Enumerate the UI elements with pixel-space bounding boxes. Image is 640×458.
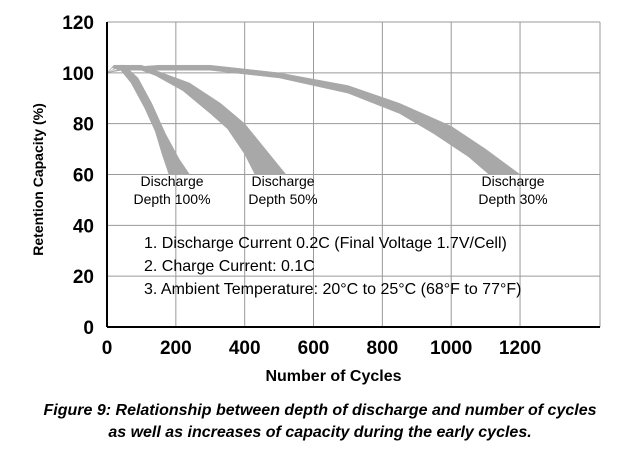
series-band-1 <box>106 64 191 175</box>
series-label-2-line-2: Depth 50% <box>248 191 317 207</box>
x-tick-label: 800 <box>367 338 399 359</box>
series-label-3-line-1: Discharge <box>481 173 544 189</box>
chart-note-1: 1. Discharge Current 0.2C (Final Voltage… <box>144 235 507 252</box>
series-label-1-line-1: Discharge <box>140 173 203 189</box>
series-band-2 <box>106 64 287 175</box>
series-label-1-line-2: Depth 100% <box>133 191 210 207</box>
x-axis-label: Number of Cycles <box>265 368 401 385</box>
figure-caption-line-2: as well as increases of capacity during … <box>108 424 532 441</box>
x-tick-label: 0 <box>102 338 113 359</box>
y-axis-label: Retention Capacity (%) <box>30 103 46 255</box>
series-label-3-line-2: Depth 30% <box>478 191 547 207</box>
figure-caption-line-1: Figure 9: Relationship between depth of … <box>43 402 597 419</box>
x-tick-label: 600 <box>298 338 330 359</box>
y-tick-label: 40 <box>73 216 94 237</box>
y-tick-label: 0 <box>83 318 94 339</box>
series-band-3 <box>106 64 521 175</box>
y-tick-label: 80 <box>73 115 94 136</box>
chart-note-3: 3. Ambient Temperature: 20°C to 25°C (68… <box>144 281 521 298</box>
series-label-2-line-1: Discharge <box>251 173 314 189</box>
y-tick-label: 120 <box>62 13 94 34</box>
chart-note-2: 2. Charge Current: 0.1C <box>144 258 315 275</box>
y-tick-label: 20 <box>73 267 94 288</box>
x-tick-label: 1000 <box>430 338 472 359</box>
x-tick-label: 400 <box>229 338 261 359</box>
x-tick-label: 200 <box>160 338 192 359</box>
y-tick-label: 100 <box>62 64 94 85</box>
x-tick-label: 1200 <box>499 338 541 359</box>
y-tick-label: 60 <box>73 166 94 187</box>
